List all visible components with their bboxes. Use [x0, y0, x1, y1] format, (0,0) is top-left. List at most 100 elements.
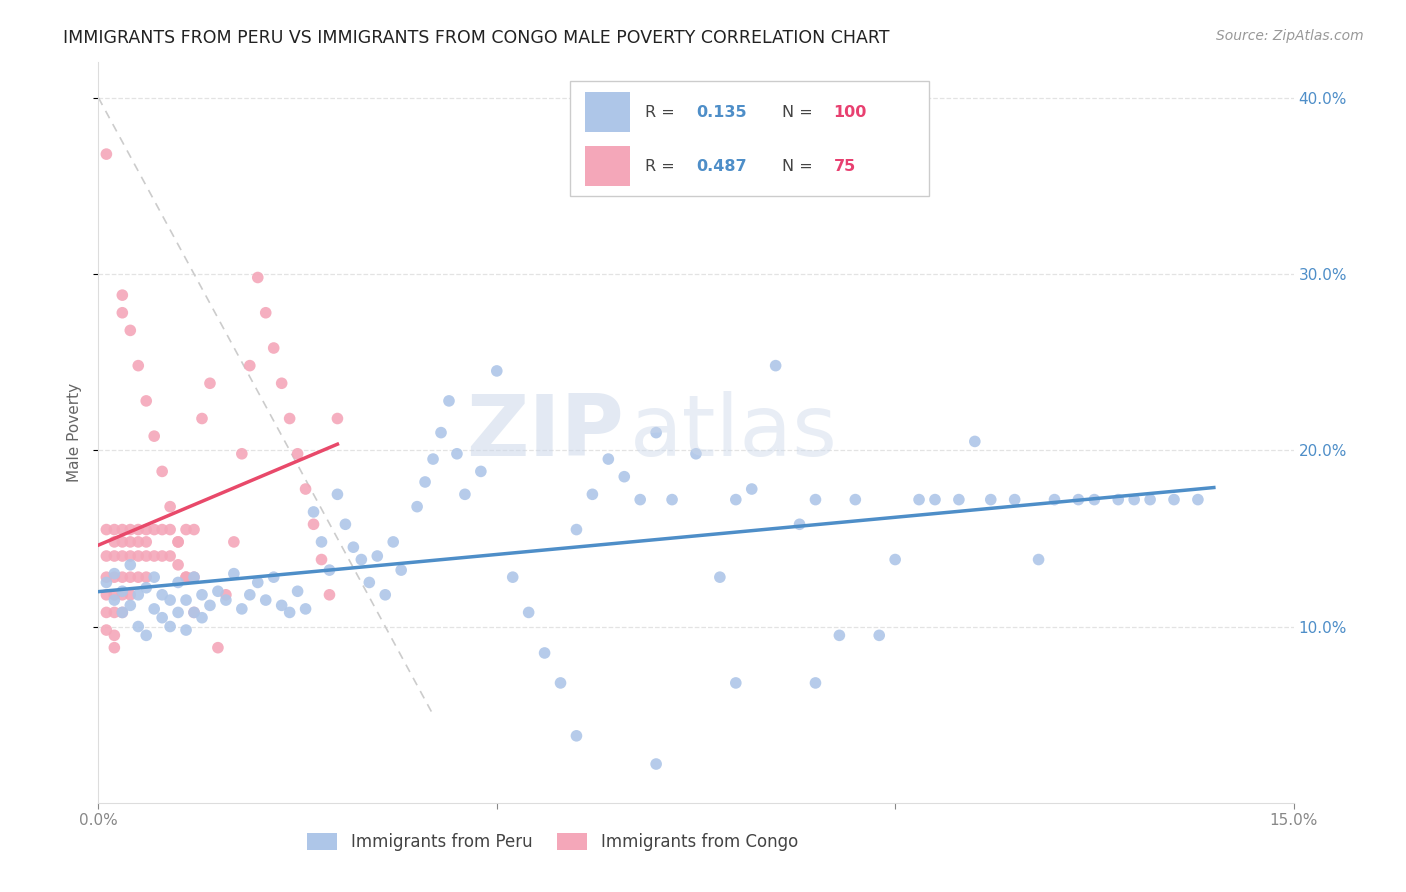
Point — [1139, 492, 1161, 507]
Point — [135, 523, 157, 537]
Point — [174, 523, 197, 537]
Point — [167, 535, 190, 549]
Point — [366, 549, 388, 563]
Text: N =: N = — [782, 159, 818, 174]
Y-axis label: Male Poverty: Male Poverty — [67, 383, 83, 483]
Point — [645, 425, 668, 440]
Point — [120, 558, 142, 572]
Point — [111, 306, 134, 320]
Point — [96, 606, 118, 620]
Point — [111, 606, 134, 620]
Point — [406, 500, 429, 514]
Point — [215, 593, 238, 607]
Point — [246, 575, 269, 590]
Point — [302, 517, 325, 532]
Point — [159, 593, 181, 607]
Point — [120, 570, 142, 584]
Point — [446, 447, 468, 461]
Point — [645, 757, 668, 772]
Point — [422, 452, 444, 467]
Point — [302, 505, 325, 519]
Point — [239, 359, 262, 373]
Point — [174, 593, 197, 607]
Point — [127, 570, 149, 584]
Point — [159, 549, 181, 563]
Point — [287, 447, 309, 461]
Point — [1043, 492, 1066, 507]
Point — [628, 492, 651, 507]
Point — [231, 447, 253, 461]
Point — [485, 364, 508, 378]
FancyBboxPatch shape — [585, 92, 630, 132]
Point — [127, 619, 149, 633]
Point — [111, 549, 134, 563]
Point — [470, 464, 492, 478]
Point — [111, 588, 134, 602]
FancyBboxPatch shape — [571, 81, 929, 195]
Point — [96, 588, 118, 602]
Point — [191, 610, 214, 624]
Point — [326, 411, 349, 425]
Point — [222, 566, 245, 581]
Point — [135, 535, 157, 549]
Point — [96, 549, 118, 563]
Point — [135, 393, 157, 408]
Point — [150, 523, 173, 537]
Point — [263, 570, 285, 584]
Point — [287, 584, 309, 599]
Text: atlas: atlas — [630, 391, 838, 475]
Point — [159, 523, 181, 537]
Point — [980, 492, 1002, 507]
Point — [198, 599, 221, 613]
Point — [311, 552, 333, 566]
Text: R =: R = — [644, 104, 679, 120]
Point — [96, 575, 118, 590]
Point — [565, 729, 588, 743]
Point — [550, 676, 572, 690]
Point — [103, 570, 125, 584]
Text: 75: 75 — [834, 159, 856, 174]
Point — [183, 570, 205, 584]
Point — [231, 602, 253, 616]
Point — [111, 523, 134, 537]
Text: 100: 100 — [834, 104, 866, 120]
Point — [198, 376, 221, 391]
Point — [191, 588, 214, 602]
Text: Source: ZipAtlas.com: Source: ZipAtlas.com — [1216, 29, 1364, 43]
Point — [1067, 492, 1090, 507]
Point — [828, 628, 851, 642]
Point — [884, 552, 907, 566]
Point — [111, 288, 134, 302]
Point — [294, 602, 316, 616]
Point — [948, 492, 970, 507]
Point — [167, 558, 190, 572]
Point — [111, 606, 134, 620]
Point — [103, 566, 125, 581]
Point — [127, 523, 149, 537]
Point — [150, 610, 173, 624]
Point — [724, 492, 747, 507]
Point — [350, 552, 373, 566]
Point — [844, 492, 866, 507]
Point — [135, 549, 157, 563]
Point — [318, 588, 340, 602]
Point — [103, 593, 125, 607]
Point — [103, 523, 125, 537]
Point — [804, 676, 827, 690]
Point — [1163, 492, 1185, 507]
Point — [222, 535, 245, 549]
Point — [96, 523, 118, 537]
Point — [709, 570, 731, 584]
Point — [120, 588, 142, 602]
FancyBboxPatch shape — [585, 145, 630, 186]
Point — [359, 575, 381, 590]
Point — [1123, 492, 1146, 507]
Point — [103, 640, 125, 655]
Point — [167, 535, 190, 549]
Point — [103, 549, 125, 563]
Point — [326, 487, 349, 501]
Point — [741, 482, 763, 496]
Point — [246, 270, 269, 285]
Point — [724, 676, 747, 690]
Point — [96, 623, 118, 637]
